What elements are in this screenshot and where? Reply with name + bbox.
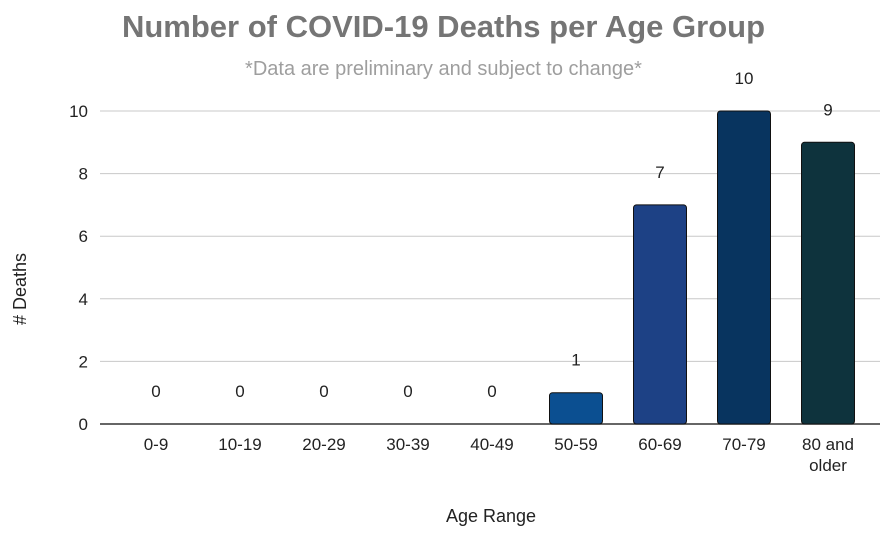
bar <box>633 204 687 425</box>
data-label: 9 <box>823 100 832 119</box>
x-tick-label: 80 and older <box>802 435 854 475</box>
y-tick-label: 10 <box>69 102 88 121</box>
x-tick-label: 30-39 <box>386 435 429 454</box>
data-label: 0 <box>319 382 328 401</box>
y-tick-label: 8 <box>79 165 88 184</box>
x-tick-label: 70-79 <box>722 435 765 454</box>
chart-title: Number of COVID-19 Deaths per Age Group <box>121 9 766 44</box>
data-label: 0 <box>403 382 412 401</box>
data-label: 1 <box>571 351 580 370</box>
data-label: 7 <box>655 163 664 182</box>
x-tick-label: 10-19 <box>218 435 261 454</box>
x-tick-label: 0-9 <box>144 435 169 454</box>
bar <box>717 110 771 425</box>
data-label: 10 <box>735 69 754 88</box>
x-tick-label: 40-49 <box>470 435 513 454</box>
x-axis-label: Age Range <box>446 506 536 526</box>
x-tick-label: 50-59 <box>554 435 597 454</box>
chart-subtitle: *Data are preliminary and subject to cha… <box>245 58 642 80</box>
y-tick-label: 4 <box>79 290 88 309</box>
bar <box>801 141 855 425</box>
data-label: 0 <box>151 382 160 401</box>
bar <box>549 392 603 425</box>
y-tick-label: 2 <box>79 352 88 371</box>
data-label: 0 <box>487 382 496 401</box>
x-tick-label: 60-69 <box>638 435 681 454</box>
data-label: 0 <box>235 382 244 401</box>
x-tick-label: 20-29 <box>302 435 345 454</box>
y-tick-label: 0 <box>79 415 88 434</box>
y-tick-label: 6 <box>79 227 88 246</box>
y-axis-label: # Deaths <box>10 253 30 325</box>
